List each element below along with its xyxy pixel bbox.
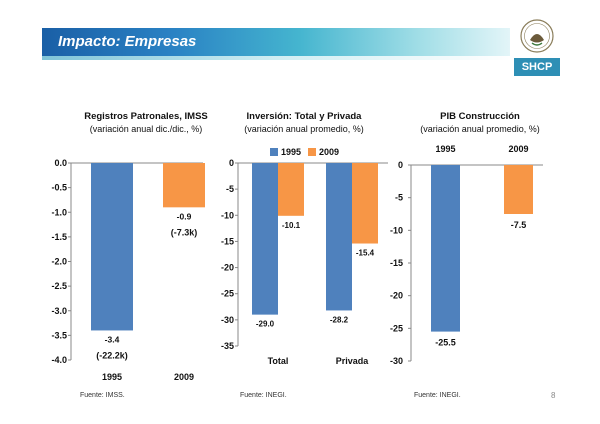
data-label: -7.5 (511, 220, 527, 230)
shcp-badge: SHCP (514, 58, 560, 76)
y-tick-label: -15 (221, 236, 234, 246)
footnote-2: Fuente: INEGI. (240, 392, 287, 399)
legend-label: 2009 (319, 147, 339, 157)
y-tick-label: -20 (390, 291, 403, 301)
y-tick-label: -5 (226, 184, 234, 194)
y-tick-label: -35 (221, 341, 234, 351)
page-number: 8 (551, 391, 556, 400)
chart-title: Registros Patronales, IMSS (84, 111, 208, 122)
y-tick-label: -20 (221, 263, 234, 273)
data-label-count: (-7.3k) (171, 227, 198, 237)
footnote-1: Fuente: IMSS. (80, 392, 125, 399)
bar-Privada-1995 (326, 163, 352, 311)
data-label: -15.4 (356, 249, 375, 258)
y-tick-label: -15 (390, 258, 403, 268)
y-tick-label: -3.0 (51, 306, 67, 316)
data-label: -25.5 (435, 338, 456, 348)
bar-1995 (431, 165, 460, 332)
chart-subtitle: (variación anual promedio, %) (244, 124, 364, 134)
y-tick-label: 0 (398, 160, 403, 170)
banner-stripe (42, 56, 510, 60)
category-label: Total (268, 356, 289, 366)
coat-of-arms-logo (520, 19, 554, 53)
data-label: -10.1 (282, 221, 301, 230)
legend-swatch-1995 (270, 148, 278, 156)
legend-label: 1995 (281, 147, 301, 157)
bar-Total-1995 (252, 163, 278, 315)
category-label: Privada (336, 356, 370, 366)
chart-subtitle: (variación anual promedio, %) (420, 124, 540, 134)
footnote-3: Fuente: INEGI. (414, 392, 461, 399)
y-tick-label: -4.0 (51, 355, 67, 365)
chart-title: Inversión: Total y Privada (247, 111, 363, 122)
title-banner (42, 28, 510, 56)
page-title: Impacto: Empresas (58, 33, 197, 50)
y-tick-label: -30 (221, 315, 234, 325)
category-label: 1995 (435, 144, 455, 154)
data-label: -29.0 (256, 320, 275, 329)
category-label: 1995 (102, 372, 122, 382)
y-tick-label: -30 (390, 356, 403, 366)
category-label: 2009 (508, 144, 528, 154)
chart-subtitle: (variación anual dic./dic., %) (90, 124, 203, 134)
y-tick-label: -10 (390, 225, 403, 235)
y-tick-label: -1.0 (51, 207, 67, 217)
y-tick-label: -2.5 (51, 281, 67, 291)
y-tick-label: -5 (395, 193, 403, 203)
category-label: 2009 (174, 372, 194, 382)
bar-2009 (504, 165, 533, 214)
chart-title: PIB Construcción (440, 111, 520, 122)
bar-Total-2009 (278, 163, 304, 216)
legend-swatch-2009 (308, 148, 316, 156)
bar-Privada-2009 (352, 163, 378, 244)
data-label: -3.4 (105, 334, 120, 344)
bar-1995 (91, 163, 133, 331)
y-tick-label: -25 (390, 323, 403, 333)
y-tick-label: -10 (221, 210, 234, 220)
y-tick-label: 0.0 (54, 158, 67, 168)
y-tick-label: -25 (221, 289, 234, 299)
data-label-count: (-22.2k) (96, 350, 128, 360)
y-tick-label: -2.0 (51, 257, 67, 267)
y-tick-label: 0 (229, 158, 234, 168)
y-tick-label: -3.5 (51, 330, 67, 340)
y-tick-label: -0.5 (51, 183, 67, 193)
data-label: -0.9 (177, 211, 192, 221)
y-tick-label: -1.5 (51, 232, 67, 242)
bar-2009 (163, 163, 205, 208)
data-label: -28.2 (330, 315, 349, 324)
